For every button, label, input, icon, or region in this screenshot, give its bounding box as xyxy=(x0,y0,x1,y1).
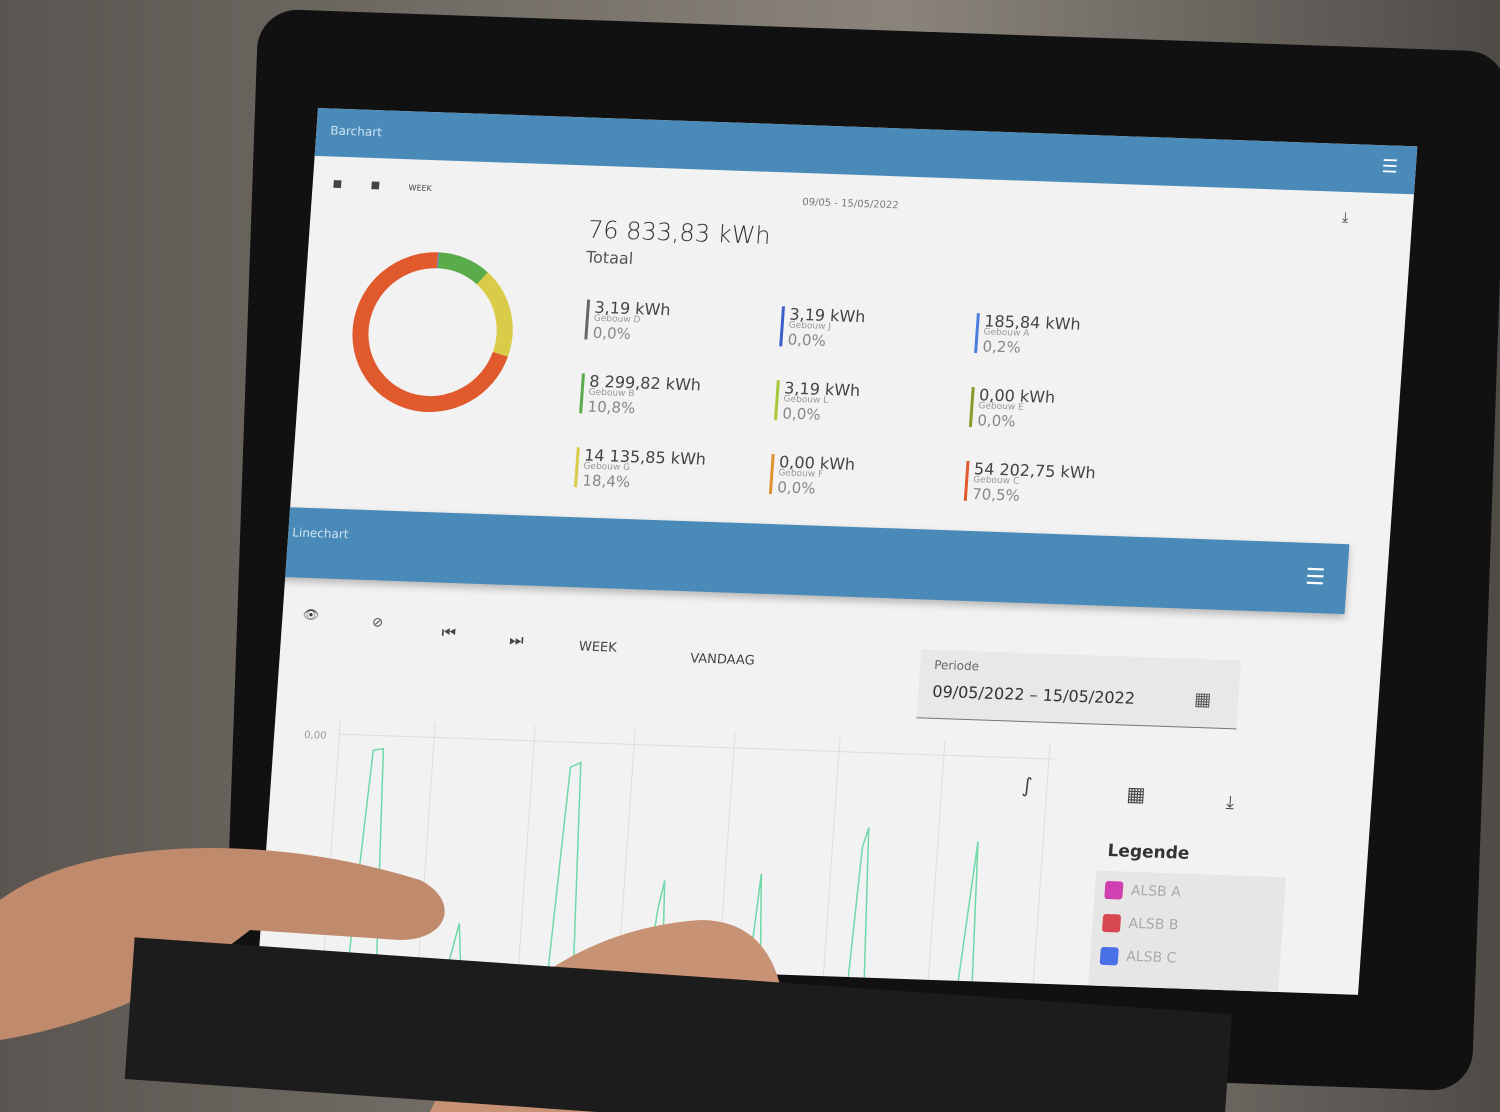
stat-tile: 54 202,75 kWh Gebouw C 70,5% xyxy=(963,459,1136,511)
tile-percent: 0,0% xyxy=(787,330,827,350)
calendar-icon[interactable]: ▦ xyxy=(1193,688,1213,711)
line-series xyxy=(347,747,979,982)
period-field[interactable]: Periode 09/05/2022 – 15/05/2022 ▦ xyxy=(916,649,1242,730)
stat-tile: 0,00 kWh Gebouw F 0,0% xyxy=(768,452,942,504)
panel-title: Linechart xyxy=(291,525,349,542)
hide-button[interactable]: ⊘ xyxy=(371,615,384,631)
stat-tile: 3,19 kWh Gebouw D 0,0% xyxy=(584,298,757,350)
show-button[interactable]: 👁 xyxy=(302,607,320,624)
stat-tile: 14 135,85 kWh Gebouw G 18,4% xyxy=(574,445,747,497)
tile-percent: 0,0% xyxy=(976,411,1017,431)
last-button[interactable]: ⏭ xyxy=(508,630,525,650)
tile-swatch xyxy=(768,454,775,495)
range-select[interactable]: WEEK xyxy=(408,183,433,194)
tile-swatch xyxy=(963,460,970,501)
linechart-bar: Linechart ☰ xyxy=(275,506,1350,615)
prev-button[interactable]: ■ xyxy=(332,178,343,190)
tile-percent: 10,8% xyxy=(587,397,636,418)
dashboard: Barchart ☰ ■ ■ WEEK 09/05 - 15/05/2022 ⤓… xyxy=(258,108,1418,995)
download-button[interactable]: ⤓ xyxy=(1225,792,1235,814)
today-button[interactable]: VANDAAG xyxy=(689,651,756,669)
stat-tile: 8 299,82 kWh Gebouw B 10,8% xyxy=(579,371,752,423)
date-range: 09/05 - 15/05/2022 xyxy=(801,196,900,212)
total-value: 76 833,83 kWh xyxy=(587,215,772,250)
tile-swatch xyxy=(974,313,980,354)
total-label: Totaal xyxy=(585,247,634,269)
tile-percent: 0,2% xyxy=(981,337,1022,357)
stat-tile: 185,84 kWh Gebouw A 0,2% xyxy=(974,311,1147,363)
panel-title: Barchart xyxy=(329,123,383,140)
stat-tile: 0,00 kWh Gebouw E 0,0% xyxy=(968,385,1142,437)
tile-swatch xyxy=(584,299,591,340)
calculator-button[interactable]: ▦ xyxy=(1125,781,1147,807)
tile-swatch xyxy=(574,447,580,488)
stat-tile: 3,19 kWh Gebouw L 0,0% xyxy=(774,378,947,430)
curve-button[interactable]: ∫ xyxy=(1021,773,1034,798)
tile-percent: 0,0% xyxy=(781,404,822,424)
settings-icon[interactable]: ☰ xyxy=(1380,156,1399,178)
tile-swatch xyxy=(779,306,786,347)
period-label: Periode xyxy=(933,657,980,674)
tile-percent: 18,4% xyxy=(581,471,631,492)
tile-swatch xyxy=(968,386,975,428)
donut-segment xyxy=(476,272,513,357)
period-value: 09/05/2022 – 15/05/2022 xyxy=(931,681,1136,708)
hands xyxy=(0,847,1232,1112)
next-button[interactable]: ■ xyxy=(370,179,381,192)
y-tick-label: 0,00 xyxy=(304,730,327,742)
settings-icon[interactable]: ☰ xyxy=(1304,564,1326,591)
tile-swatch xyxy=(774,380,780,421)
tile-percent: 0,0% xyxy=(592,323,632,344)
first-button[interactable]: ⏮ xyxy=(440,622,457,643)
donut-chart xyxy=(352,252,513,413)
tile-percent: 0,0% xyxy=(776,478,817,498)
tile-percent: 70,5% xyxy=(971,485,1021,505)
tile-swatch xyxy=(579,373,585,414)
download-button[interactable]: ⤓ xyxy=(1341,209,1349,227)
stat-tile: 3,19 kWh Gebouw J 0,0% xyxy=(779,304,952,356)
donut-segment xyxy=(437,252,488,285)
range-select[interactable]: WEEK xyxy=(578,639,618,656)
donut-segment xyxy=(352,252,508,413)
